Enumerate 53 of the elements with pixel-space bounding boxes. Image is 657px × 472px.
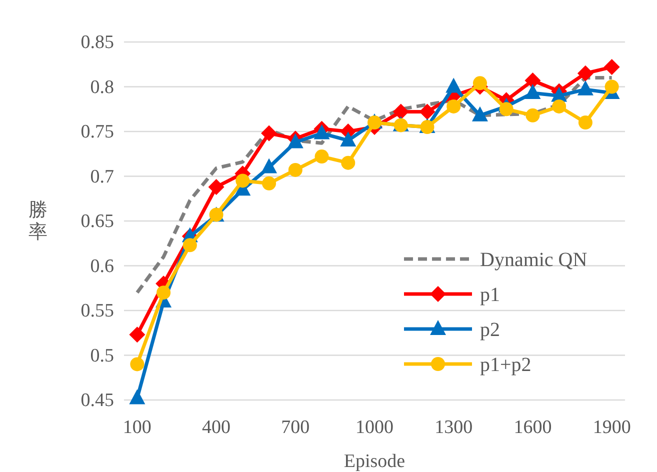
point <box>340 131 356 146</box>
point <box>472 106 488 122</box>
point <box>314 150 329 164</box>
point <box>419 104 436 120</box>
point <box>578 116 592 130</box>
y-tick-label: 0.6 <box>90 256 114 277</box>
point <box>526 108 540 122</box>
legend-label: p1 <box>480 284 500 306</box>
point <box>524 84 541 100</box>
x-tick-label: 400 <box>202 417 231 438</box>
y-tick-label: 0.45 <box>80 390 114 411</box>
legend-label: Dynamic QN <box>480 249 588 271</box>
point <box>262 176 276 190</box>
point <box>392 104 409 120</box>
x-tick-label: 1000 <box>356 417 394 438</box>
point <box>182 238 197 252</box>
point <box>314 124 330 140</box>
point <box>261 158 278 174</box>
point <box>577 65 594 82</box>
point <box>129 389 146 404</box>
y-axis-title: 勝率 <box>28 200 48 243</box>
y-tick-label: 0.75 <box>80 122 114 142</box>
point <box>130 357 144 372</box>
y-tick-label: 0.5 <box>90 345 114 366</box>
point <box>261 125 278 142</box>
y-tick-label: 0.65 <box>80 211 114 232</box>
x-tick-label: 100 <box>122 417 152 438</box>
x-tick-label: 1900 <box>592 417 631 438</box>
y-tick-label: 0.85 <box>80 32 114 53</box>
point <box>446 99 461 114</box>
y-tick-label: 0.55 <box>80 300 114 322</box>
point <box>472 76 487 90</box>
legend-label: p2 <box>480 319 500 341</box>
x-tick-label: 1300 <box>434 417 473 438</box>
y-tick-label: 0.8 <box>90 76 114 98</box>
x-tick-label: 700 <box>281 417 310 438</box>
legend-label: p1+p2 <box>480 354 532 376</box>
point <box>129 326 146 343</box>
point <box>341 156 356 170</box>
point <box>236 174 250 188</box>
x-tick-label: 1600 <box>514 417 552 438</box>
point <box>156 286 171 300</box>
point <box>208 178 224 195</box>
x-axis-title: Episode <box>344 451 406 472</box>
y-tick-label: 0.7 <box>90 166 114 188</box>
point <box>499 102 514 116</box>
point <box>288 162 302 177</box>
point <box>552 99 566 114</box>
point <box>577 80 594 96</box>
point <box>446 78 462 93</box>
point <box>604 80 619 94</box>
point <box>524 72 541 88</box>
point <box>604 59 620 76</box>
